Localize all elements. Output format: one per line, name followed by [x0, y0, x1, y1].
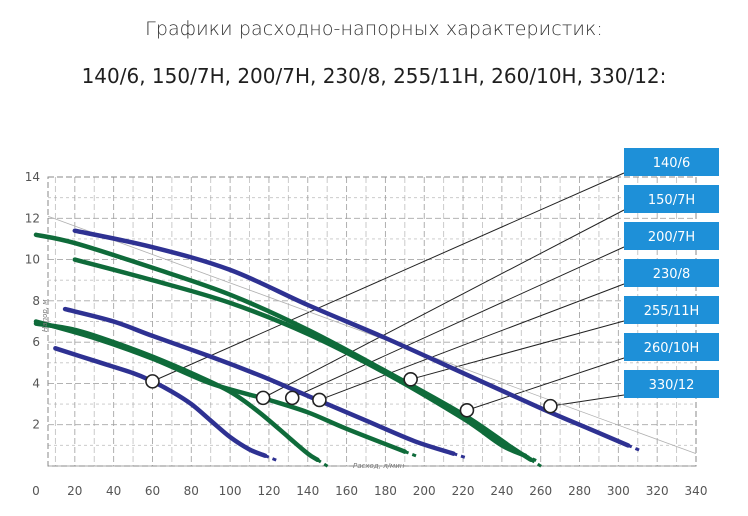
- operating-point: [284, 390, 300, 406]
- x-tick-label: 120: [257, 484, 280, 498]
- x-tick-label: 240: [490, 484, 513, 498]
- x-tick-label: 140: [296, 484, 319, 498]
- legend-box: [624, 148, 719, 176]
- curve-260-10h: [72, 257, 528, 458]
- operating-points: [145, 371, 558, 418]
- leader-line: [466, 357, 625, 411]
- y-tick-label: 6: [32, 335, 40, 349]
- leader-line: [550, 394, 625, 407]
- legend-box: [624, 185, 719, 213]
- leader-line: [262, 209, 625, 399]
- curve-tail: [627, 443, 640, 452]
- legend-box: [624, 296, 719, 324]
- x-tick-label: 300: [607, 484, 630, 498]
- leader-lines: [47, 172, 697, 454]
- operating-point: [255, 390, 271, 406]
- operating-point: [543, 398, 558, 414]
- x-tick-label: 100: [219, 484, 242, 498]
- x-tick-label: 40: [106, 484, 121, 498]
- x-tick-label: 260: [529, 484, 552, 498]
- x-tick-label: 200: [413, 484, 436, 498]
- x-tick-label: 160: [335, 484, 358, 498]
- legend-box: [624, 259, 719, 287]
- legend-box: [624, 222, 719, 250]
- legend-label: 330/12: [649, 378, 695, 393]
- chart-title-line2: 140/6, 150/7H, 200/7H, 230/8, 255/11H, 2…: [81, 64, 667, 88]
- x-tick-label: 20: [67, 484, 82, 498]
- y-tick-label: 8: [32, 294, 40, 308]
- x-axis-label: Расход, л/мин: [353, 462, 405, 470]
- leader-line: [292, 246, 625, 399]
- curve-tail: [452, 452, 466, 459]
- legend-label: 140/6: [653, 156, 690, 171]
- curve-tail: [316, 458, 329, 468]
- x-tick-label: 60: [145, 484, 160, 498]
- curve-230-8: [62, 306, 456, 456]
- system-line: [47, 215, 697, 454]
- curve-tail: [404, 450, 417, 458]
- operating-point: [312, 392, 327, 408]
- leader-line: [152, 172, 625, 382]
- curve-tail: [264, 454, 277, 462]
- y-tick-label: 14: [25, 170, 40, 184]
- legend-box: [624, 333, 719, 361]
- curve-tail: [530, 458, 542, 468]
- legend-label: 260/10H: [644, 341, 700, 356]
- curve-tail: [524, 454, 537, 462]
- legend-label: 255/11H: [644, 304, 700, 319]
- curve-140-6: [53, 346, 268, 458]
- y-tick-labels: 2 4 6 8 10 12 14: [25, 170, 40, 432]
- x-tick-label: 320: [646, 484, 669, 498]
- x-tick-labels: 0 20 40 60 80 100 120 140 160 180 200 220 240 260 280 3…: [32, 484, 707, 498]
- curve-200-7h: [33, 319, 408, 454]
- y-tick-label: 10: [25, 253, 40, 267]
- operating-point: [145, 374, 160, 389]
- operating-point: [403, 371, 418, 387]
- x-tick-label: 280: [568, 484, 591, 498]
- y-tick-label: 4: [32, 376, 40, 390]
- legend: 140/6 150/7H 200/7H 230/8 255/11H 260/10H 330/…: [624, 148, 719, 398]
- chart-title-line1: Графики расходно-напорных характеристик:: [145, 18, 603, 40]
- performance-curves: [33, 228, 640, 468]
- y-tick-label: 12: [25, 211, 40, 225]
- curve-255-11h: [33, 232, 534, 463]
- legend-label: 230/8: [653, 267, 690, 282]
- legend-box: [624, 370, 719, 398]
- operating-point: [459, 402, 475, 418]
- x-tick-label: 0: [32, 484, 40, 498]
- x-tick-label: 80: [184, 484, 199, 498]
- x-tick-label: 180: [374, 484, 397, 498]
- leader-line: [319, 283, 625, 401]
- x-tick-label: 220: [452, 484, 475, 498]
- x-tick-label: 340: [685, 484, 708, 498]
- legend-label: 150/7H: [648, 193, 695, 208]
- legend-label: 200/7H: [648, 230, 695, 245]
- y-axis-label: Напор, м: [41, 299, 49, 332]
- y-tick-label: 2: [32, 418, 40, 432]
- curve-330-12: [72, 228, 631, 448]
- leader-line: [410, 320, 625, 380]
